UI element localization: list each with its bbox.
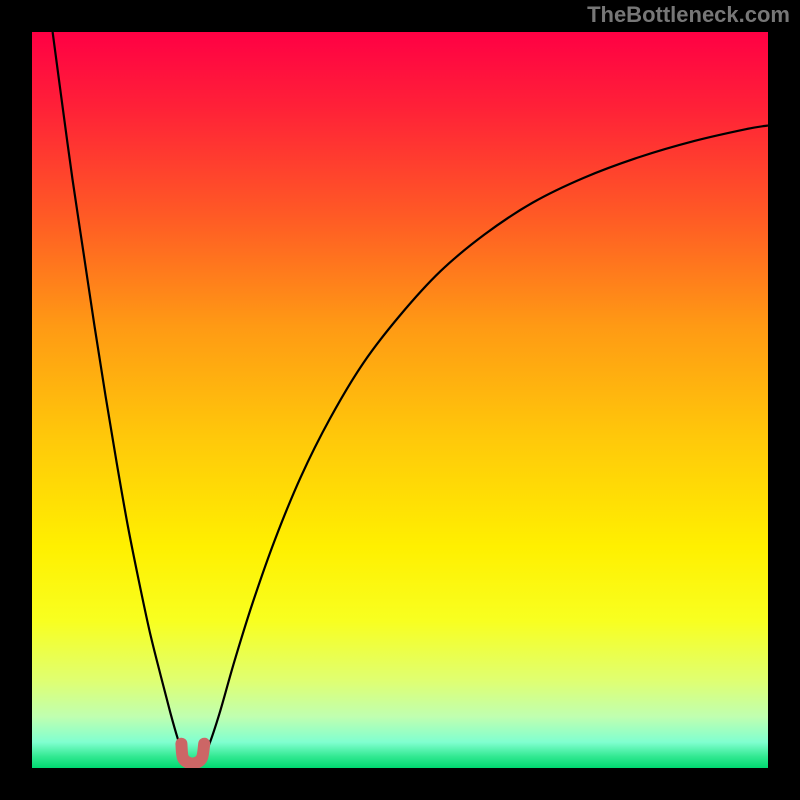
chart-container: TheBottleneck.com	[0, 0, 800, 800]
watermark-text: TheBottleneck.com	[587, 2, 790, 28]
gradient-background	[32, 32, 768, 768]
bottleneck-chart	[0, 0, 800, 800]
